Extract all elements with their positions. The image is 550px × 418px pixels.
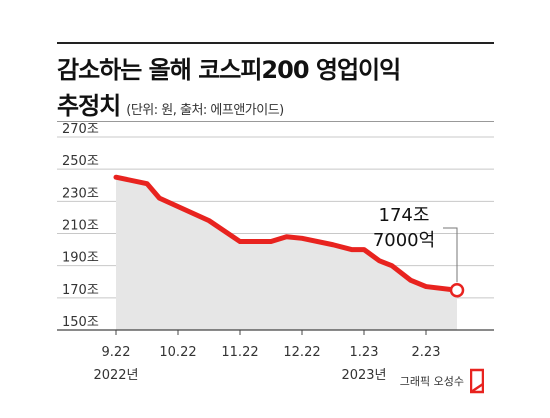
x-tick-label: 1.23: [350, 345, 379, 360]
credit-block: 그래픽 오성수: [400, 368, 484, 394]
y-tick-label: 210조: [62, 219, 99, 234]
x-tick-label: 12.22: [283, 345, 320, 360]
x-year-label: 2022년: [93, 368, 138, 383]
y-tick-label: 150조: [62, 315, 99, 330]
publisher-logo-icon: [470, 368, 484, 394]
annotation-value-line2: 7000억: [373, 230, 435, 251]
x-axis-labels: 9.22 10.22 11.22 12.22 1.23 2.23 2022년 2023년: [93, 330, 440, 383]
chart-subtitle: (단위: 원, 출처: 에프앤가이드): [126, 103, 284, 118]
title-bottom-rule: [57, 121, 494, 122]
area-layer: [57, 174, 494, 331]
x-tick-label: 9.22: [102, 345, 131, 360]
y-tick-label: 270조: [62, 122, 99, 137]
graphic-credit: 그래픽 오성수: [399, 375, 464, 388]
area-fill: [116, 177, 457, 330]
x-year-label: 2023년: [341, 368, 386, 383]
x-tick-label: 10.22: [159, 345, 196, 360]
y-tick-label: 190조: [62, 251, 99, 266]
series-line: [113, 174, 460, 293]
x-tick-label: 2.23: [412, 345, 441, 360]
title-top-rule: [57, 42, 494, 44]
y-tick-label: 250조: [62, 154, 99, 169]
chart-title-line2: 추정치: [57, 92, 121, 120]
annotation-layer: 174조 7000억: [373, 205, 465, 298]
endpoint-marker: [449, 283, 465, 298]
y-tick-label: 230조: [62, 186, 99, 201]
x-tick-label: 11.22: [221, 345, 258, 360]
annotation-value-line1: 174조: [379, 205, 430, 226]
chart-title-line2-row: 추정치 (단위: 원, 출처: 에프앤가이드): [57, 86, 284, 121]
y-axis-labels: 150조 170조 190조 210조 230조 250조 270조: [62, 122, 99, 330]
annotation-leader: [443, 227, 458, 283]
y-tick-label: 170조: [62, 283, 99, 298]
chart-title-line1: 감소하는 올해 코스피200 영업이익: [57, 56, 401, 84]
